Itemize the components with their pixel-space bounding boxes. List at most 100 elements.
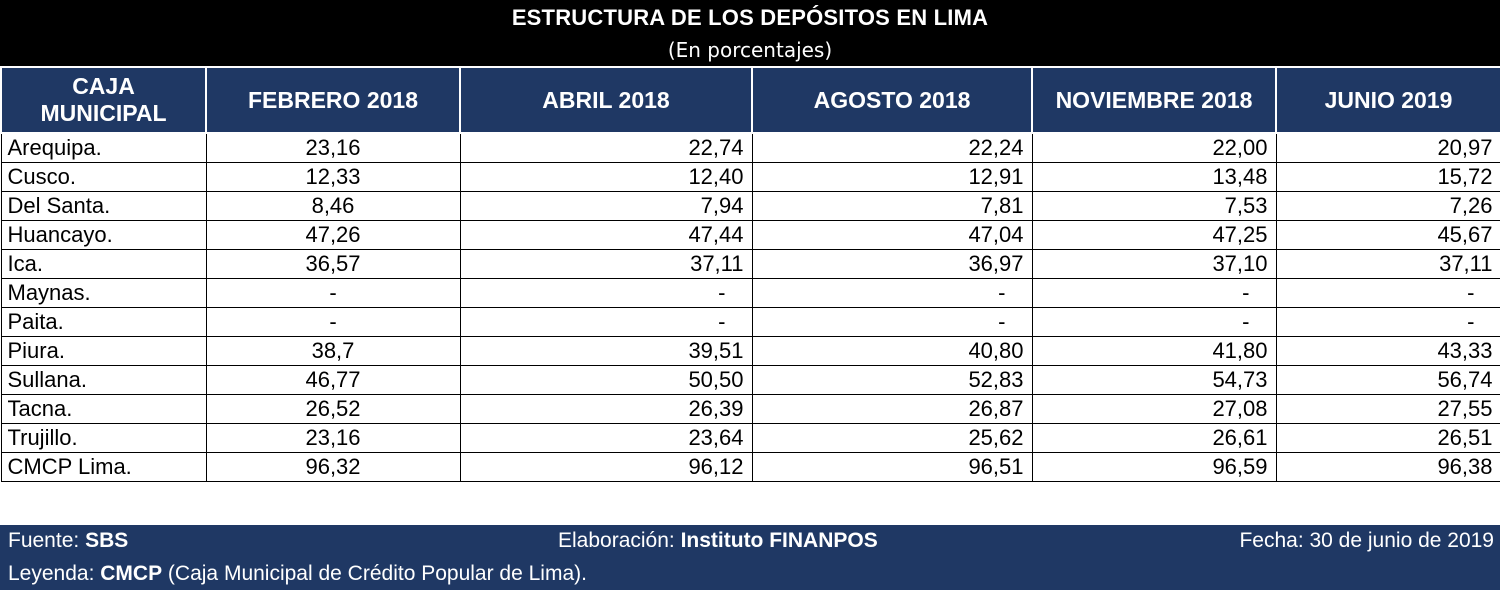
table-row: Huancayo. 47,26 47,44 47,04 47,25 45,67 bbox=[0, 220, 1500, 250]
table-row: Piura. 38,7 39,51 40,80 41,80 43,33 bbox=[0, 336, 1500, 366]
value-cell: - bbox=[1275, 307, 1500, 337]
col-header-caja-line2: MUNICIPAL bbox=[40, 100, 167, 126]
value-cell: 37,11 bbox=[1275, 249, 1500, 279]
value-cell: 47,04 bbox=[751, 220, 1033, 250]
value-cell: 52,83 bbox=[751, 365, 1033, 395]
value-cell: 36,57 bbox=[205, 249, 461, 279]
value-cell: 56,74 bbox=[1275, 365, 1500, 395]
row-name-cell: Sullana. bbox=[0, 365, 207, 395]
value-cell: 22,00 bbox=[1031, 132, 1277, 163]
table-row: Arequipa. 23,16 22,74 22,24 22,00 20,97 bbox=[0, 132, 1500, 163]
value-cell: 7,81 bbox=[751, 191, 1033, 221]
table-body: Arequipa. 23,16 22,74 22,24 22,00 20,97 Cusco.… bbox=[0, 132, 1500, 482]
value-cell: - bbox=[1275, 278, 1500, 308]
row-name-cell: Arequipa. bbox=[0, 132, 207, 163]
value-cell: 23,16 bbox=[205, 132, 461, 163]
col-header-period: JUNIO 2019 bbox=[1275, 66, 1500, 134]
source-value: SBS bbox=[85, 529, 129, 552]
value-cell: 13,48 bbox=[1031, 162, 1277, 192]
table-row: Paita. - - - - - bbox=[0, 307, 1500, 337]
elaboration-label: Elaboración: bbox=[558, 529, 681, 552]
legend-note: Leyenda: CMCP (Caja Municipal de Crédito… bbox=[8, 562, 587, 586]
value-cell: 8,46 bbox=[205, 191, 461, 221]
table-row: Maynas. - - - - - bbox=[0, 278, 1500, 308]
col-header-period: NOVIEMBRE 2018 bbox=[1031, 66, 1277, 134]
row-name-cell: Cusco. bbox=[0, 162, 207, 192]
value-cell: 7,53 bbox=[1031, 191, 1277, 221]
legend-label: Leyenda: bbox=[8, 562, 101, 585]
value-cell: - bbox=[1031, 307, 1277, 337]
value-cell: 50,50 bbox=[459, 365, 753, 395]
value-cell: 39,51 bbox=[459, 336, 753, 366]
elaboration-note: Elaboración: Instituto FINANPOS bbox=[558, 529, 878, 553]
value-cell: 43,33 bbox=[1275, 336, 1500, 366]
source-note: Fuente: SBS bbox=[8, 529, 128, 553]
value-cell: - bbox=[751, 307, 1033, 337]
header-row: CAJA MUNICIPAL FEBRERO 2018 ABRIL 2018 A… bbox=[0, 66, 1500, 134]
value-cell: 47,26 bbox=[205, 220, 461, 250]
value-cell: 22,24 bbox=[751, 132, 1033, 163]
value-cell: 27,08 bbox=[1031, 394, 1277, 424]
value-cell: 96,51 bbox=[751, 452, 1033, 482]
footer: Fuente: SBS Elaboración: Instituto FINAN… bbox=[0, 525, 1500, 590]
deposits-table: CAJA MUNICIPAL FEBRERO 2018 ABRIL 2018 A… bbox=[0, 66, 1500, 482]
value-cell: 45,67 bbox=[1275, 220, 1500, 250]
table-subtitle: (En porcentajes) bbox=[667, 38, 833, 62]
value-cell: 22,74 bbox=[459, 132, 753, 163]
value-cell: - bbox=[205, 307, 461, 337]
value-cell: 96,38 bbox=[1275, 452, 1500, 482]
value-cell: - bbox=[205, 278, 461, 308]
value-cell: 7,94 bbox=[459, 191, 753, 221]
title-bar: ESTRUCTURA DE LOS DEPÓSITOS EN LIMA (En … bbox=[0, 0, 1500, 66]
value-cell: - bbox=[1031, 278, 1277, 308]
value-cell: 26,87 bbox=[751, 394, 1033, 424]
value-cell: 26,61 bbox=[1031, 423, 1277, 453]
table-row: Trujillo. 23,16 23,64 25,62 26,61 26,51 bbox=[0, 423, 1500, 453]
value-cell: - bbox=[459, 307, 753, 337]
row-name-cell: Huancayo. bbox=[0, 220, 207, 250]
row-name-cell: Trujillo. bbox=[0, 423, 207, 453]
value-cell: 26,51 bbox=[1275, 423, 1500, 453]
col-header-period: ABRIL 2018 bbox=[459, 66, 753, 134]
table-row: CMCP Lima. 96,32 96,12 96,51 96,59 96,38 bbox=[0, 452, 1500, 482]
source-label: Fuente: bbox=[8, 529, 86, 552]
row-name-cell: Tacna. bbox=[0, 394, 207, 424]
value-cell: 96,59 bbox=[1031, 452, 1277, 482]
date-note: Fecha: 30 de junio de 2019 bbox=[1239, 529, 1494, 552]
table-row: Cusco. 12,33 12,40 12,91 13,48 15,72 bbox=[0, 162, 1500, 192]
value-cell: 7,26 bbox=[1275, 191, 1500, 221]
value-cell: 40,80 bbox=[751, 336, 1033, 366]
value-cell: 47,44 bbox=[459, 220, 753, 250]
row-name-cell: Paita. bbox=[0, 307, 207, 337]
table-row: Sullana. 46,77 50,50 52,83 54,73 56,74 bbox=[0, 365, 1500, 395]
value-cell: 47,25 bbox=[1031, 220, 1277, 250]
row-name-cell: Maynas. bbox=[0, 278, 207, 308]
value-cell: 37,10 bbox=[1031, 249, 1277, 279]
value-cell: 12,33 bbox=[205, 162, 461, 192]
value-cell: 37,11 bbox=[459, 249, 753, 279]
table-row: Del Santa. 8,46 7,94 7,81 7,53 7,26 bbox=[0, 191, 1500, 221]
col-header-period: FEBRERO 2018 bbox=[205, 66, 461, 134]
value-cell: 96,12 bbox=[459, 452, 753, 482]
value-cell: 26,52 bbox=[205, 394, 461, 424]
table-row: Ica. 36,57 37,11 36,97 37,10 37,11 bbox=[0, 249, 1500, 279]
row-name-cell: Ica. bbox=[0, 249, 207, 279]
value-cell: 15,72 bbox=[1275, 162, 1500, 192]
value-cell: 20,97 bbox=[1275, 132, 1500, 163]
value-cell: 38,7 bbox=[205, 336, 461, 366]
value-cell: 96,32 bbox=[205, 452, 461, 482]
row-name-cell: Piura. bbox=[0, 336, 207, 366]
value-cell: 23,64 bbox=[459, 423, 753, 453]
legend-text: (Caja Municipal de Crédito Popular de Li… bbox=[162, 562, 587, 585]
col-header-caja-line1: CAJA bbox=[72, 73, 135, 99]
value-cell: 26,39 bbox=[459, 394, 753, 424]
legend-abbr: CMCP bbox=[100, 562, 163, 585]
value-cell: - bbox=[751, 278, 1033, 308]
table-row: Tacna. 26,52 26,39 26,87 27,08 27,55 bbox=[0, 394, 1500, 424]
row-name-cell: CMCP Lima. bbox=[0, 452, 207, 482]
value-cell: 12,91 bbox=[751, 162, 1033, 192]
value-cell: 25,62 bbox=[751, 423, 1033, 453]
value-cell: 27,55 bbox=[1275, 394, 1500, 424]
value-cell: 46,77 bbox=[205, 365, 461, 395]
